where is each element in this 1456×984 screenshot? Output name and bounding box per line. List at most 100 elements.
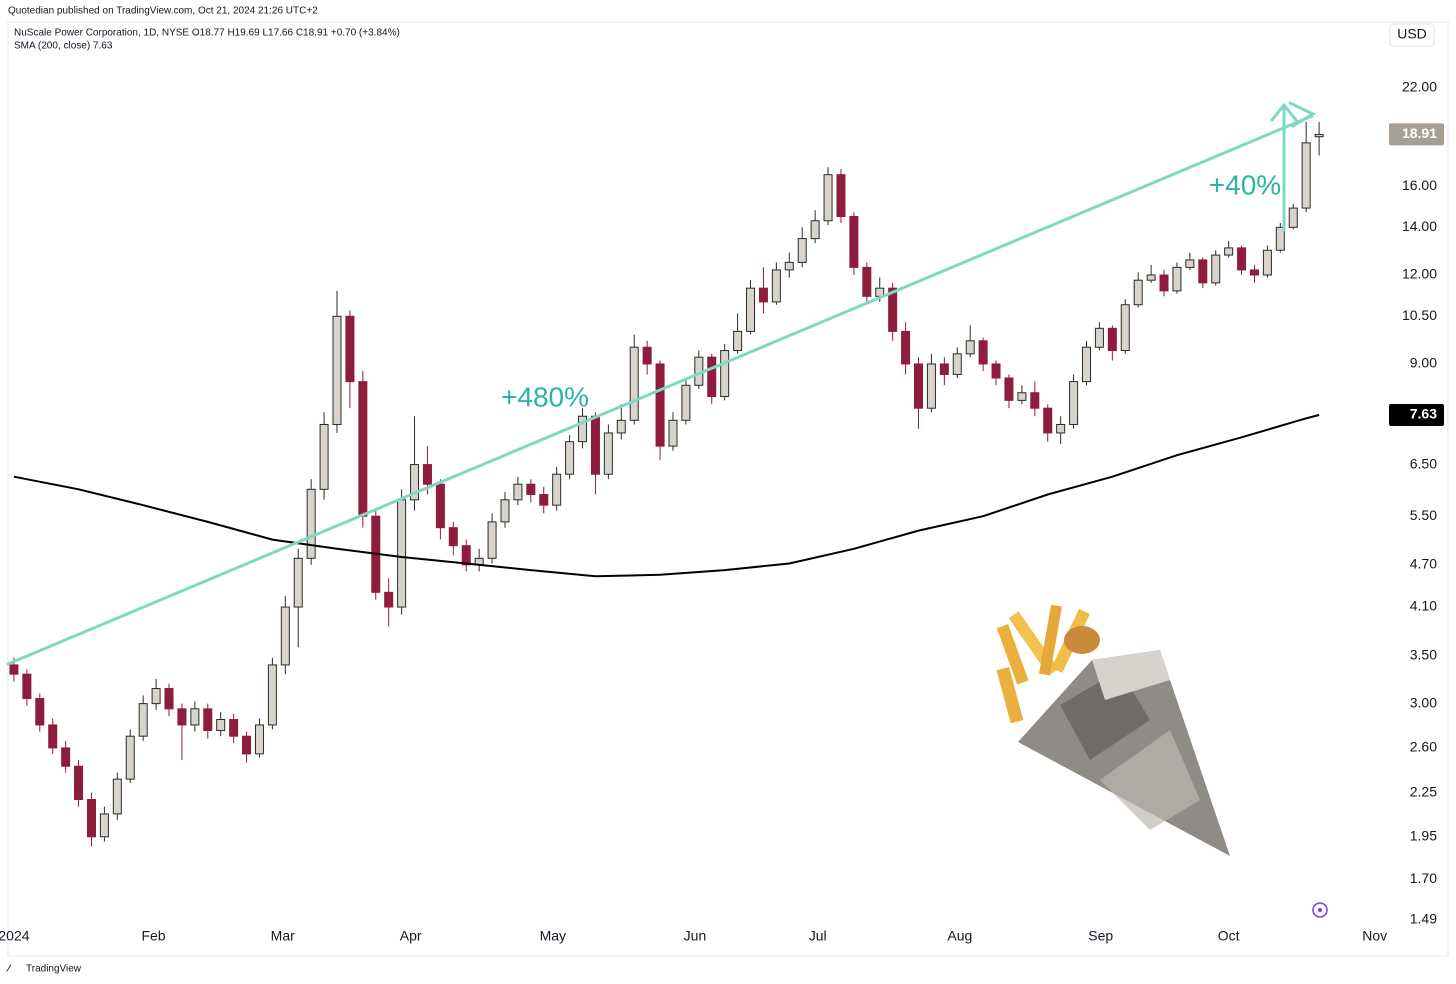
- candle-body: [9, 664, 19, 675]
- candle-body: [422, 464, 432, 485]
- candle-body: [112, 778, 122, 815]
- candle-body: [862, 266, 872, 297]
- y-tick-label: 22.00: [1402, 78, 1437, 94]
- candle-body: [229, 718, 239, 737]
- candle-body: [746, 287, 756, 332]
- candle-body: [1237, 247, 1247, 271]
- candle-body: [500, 499, 510, 523]
- candle-body: [926, 363, 936, 409]
- candle-body: [164, 688, 174, 710]
- footer-logo-mark: ⁄: [6, 964, 12, 975]
- candle-body: [461, 545, 471, 566]
- candle-body: [901, 330, 911, 365]
- candle-body: [965, 340, 975, 355]
- currency-label[interactable]: USD: [1397, 26, 1427, 42]
- candle-body: [1159, 274, 1169, 292]
- candle-body: [345, 315, 355, 383]
- candle-body: [125, 735, 135, 780]
- fish: [1064, 626, 1100, 654]
- candle-body: [1262, 249, 1272, 276]
- candle-body: [74, 765, 84, 801]
- candle-body: [939, 363, 949, 375]
- candle-body: [1314, 133, 1324, 138]
- currency-box[interactable]: [1389, 23, 1435, 47]
- fry: [1038, 604, 1062, 676]
- trend-arrow: [6, 114, 1314, 666]
- y-tick-label: 3.50: [1410, 647, 1437, 663]
- candle-body: [242, 735, 252, 755]
- candle-body: [35, 698, 45, 726]
- candle-body: [22, 673, 32, 700]
- x-tick-label: Mar: [271, 928, 295, 944]
- candle-body: [448, 527, 458, 547]
- candle-body: [1249, 269, 1259, 276]
- candle-body: [1288, 207, 1298, 228]
- candle-body: [1120, 304, 1130, 352]
- candle-body: [48, 724, 58, 749]
- candle-body: [397, 499, 407, 608]
- x-tick-label: 2024: [0, 928, 30, 944]
- y-tick-label: 2.25: [1410, 783, 1437, 799]
- candle-body: [384, 591, 394, 608]
- candle-body: [1094, 327, 1104, 348]
- candle-body: [1056, 423, 1066, 434]
- candle-body: [642, 346, 652, 365]
- candle-body: [668, 419, 678, 447]
- price-label: 18.91: [1402, 125, 1437, 141]
- candle-body: [487, 521, 497, 559]
- gain-arrow-head: [1270, 102, 1298, 122]
- annotation-drawings: [6, 101, 1317, 666]
- chart-title: NuScale Power Corporation, 1D, NYSE O18.…: [14, 28, 400, 39]
- y-tick-label: 9.00: [1410, 355, 1437, 371]
- candle-body: [1069, 381, 1079, 425]
- y-tick-label: 14.00: [1402, 218, 1437, 234]
- candle-body: [655, 363, 665, 447]
- candle-body: [293, 557, 303, 608]
- settings-icon[interactable]: [1312, 902, 1328, 918]
- price-label: 7.63: [1410, 406, 1437, 422]
- candle-body: [578, 415, 588, 443]
- candle-body: [267, 664, 277, 726]
- candle-body: [1211, 254, 1221, 284]
- candle-body: [784, 261, 794, 271]
- candle-body: [913, 363, 924, 409]
- candle-body: [1133, 279, 1143, 306]
- candle-body: [1107, 327, 1117, 352]
- candle-body: [888, 287, 898, 332]
- candle-body: [539, 494, 549, 506]
- fry: [996, 666, 1024, 724]
- candle-body: [1301, 142, 1311, 209]
- candle-body: [1017, 392, 1027, 401]
- candle-body: [61, 747, 71, 767]
- candle-body: [319, 423, 329, 490]
- x-tick-label: Jul: [809, 928, 827, 944]
- y-tick-label: 4.70: [1410, 556, 1437, 572]
- candle-body: [526, 483, 536, 496]
- settings-icon-dot[interactable]: [1318, 908, 1322, 912]
- candle-body: [797, 238, 807, 263]
- candle-body: [332, 315, 342, 425]
- candle-body: [410, 464, 420, 501]
- indicator-legend: SMA (200, close) 7.63: [14, 41, 113, 52]
- x-tick-label: Jun: [684, 928, 707, 944]
- x-tick-label: Oct: [1218, 928, 1240, 944]
- candle-body: [86, 799, 96, 838]
- candle-body: [1004, 377, 1014, 401]
- candle-body: [629, 346, 639, 421]
- candle-body: [280, 606, 290, 666]
- y-tick-label: 6.50: [1410, 455, 1437, 471]
- candle-body: [720, 350, 730, 398]
- candle-body: [616, 419, 626, 434]
- y-tick-label: 12.00: [1402, 266, 1437, 282]
- x-tick-label: Sep: [1088, 928, 1113, 944]
- y-tick-label: 2.60: [1410, 739, 1437, 755]
- candle-body: [991, 363, 1001, 379]
- y-tick-label: 1.49: [1410, 911, 1437, 927]
- y-tick-label: 16.00: [1402, 177, 1437, 193]
- candle-body: [203, 708, 213, 732]
- candle-body: [707, 356, 717, 398]
- candle-body: [99, 813, 109, 838]
- chart-frame: [7, 21, 1449, 957]
- y-tick-label: 3.00: [1410, 694, 1437, 710]
- plot-area: [9, 121, 1324, 847]
